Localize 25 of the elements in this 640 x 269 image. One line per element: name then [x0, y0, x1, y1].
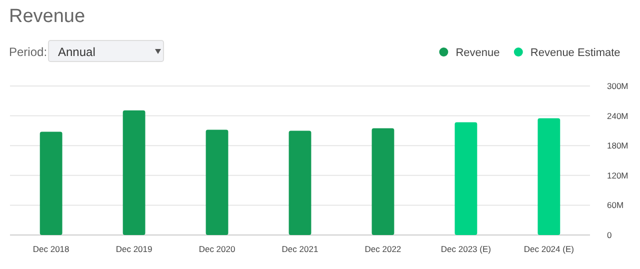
text: Annual — [58, 45, 96, 59]
y-tick-label: 0 — [607, 230, 612, 240]
x-tick-label: Dec 2020 — [198, 244, 236, 254]
bar — [206, 130, 228, 235]
bar — [538, 118, 560, 235]
bar — [454, 122, 478, 235]
x-tick-label: Dec 2021 — [282, 244, 318, 254]
y-tick-label: 120M — [607, 170, 628, 180]
x-tick-label: Dec 2024 (E) — [524, 244, 574, 254]
y-tick-label: 180M — [607, 140, 628, 151]
y-tick-label: 240M — [607, 110, 628, 121]
legend-label: Revenue Estimate — [530, 47, 620, 59]
chart-title: Revenue — [9, 6, 86, 27]
x-tick-label: Dec 2022 — [364, 244, 402, 254]
bar — [372, 128, 394, 235]
bar — [288, 130, 312, 235]
text: Period: — [9, 45, 48, 59]
legend-label: Revenue — [456, 47, 500, 59]
x-tick-label: Dec 2019 — [116, 244, 153, 254]
bar — [40, 132, 62, 235]
y-tick-label: 300M — [607, 81, 628, 91]
x-tick-label: Dec 2018 — [32, 244, 70, 254]
x-tick-label: Dec 2023 (E) — [440, 244, 492, 254]
bar — [122, 110, 146, 235]
y-tick-label: 60M — [607, 200, 624, 210]
